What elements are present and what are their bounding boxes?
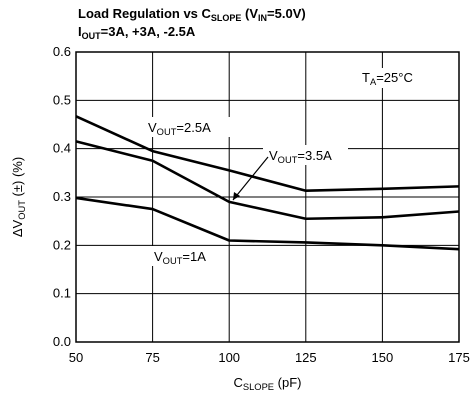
y-tick-label: 0.5 — [53, 92, 71, 107]
plot-frame — [75, 51, 460, 343]
series-line-2 — [75, 115, 460, 193]
y-tick-label: 0.1 — [53, 286, 71, 301]
y-tick-label: 0.0 — [53, 334, 71, 349]
series-label-1: VOUT=3.5A — [269, 148, 332, 165]
x-tick-label: 150 — [372, 350, 394, 365]
leader-line — [232, 156, 269, 201]
series-line-3 — [75, 196, 460, 251]
y-tick-label: 0.6 — [53, 44, 71, 59]
series-line-1 — [75, 140, 460, 221]
y-tick-label: 0.4 — [53, 141, 71, 156]
x-axis-label: CSLOPE (pF) — [233, 375, 301, 392]
series-label-2: VOUT=2.5A — [148, 120, 211, 137]
x-tick-label: 75 — [145, 350, 159, 365]
temperature-note-bg — [356, 68, 438, 88]
series-label-bg — [142, 117, 234, 137]
x-tick-label: 50 — [69, 350, 83, 365]
y-tick-label: 0.2 — [53, 237, 71, 252]
temperature-note: TA=25°C — [362, 70, 413, 87]
series-label-3: VOUT=1A — [154, 249, 206, 266]
y-tick-label: 0.3 — [53, 189, 71, 204]
leader-arrowhead — [233, 192, 240, 200]
x-tick-label: 175 — [448, 350, 470, 365]
chart-title-line2: IOUT=3A, +3A, -2.5A — [78, 24, 196, 41]
series-label-bg — [148, 246, 220, 266]
chart-title-line1: Load Regulation vs CSLOPE (VIN=5.0V) — [78, 6, 306, 23]
series-label-bg — [263, 145, 348, 165]
x-tick-label: 125 — [295, 350, 317, 365]
y-axis-label: ΔVOUT (±) (%) — [10, 157, 27, 237]
x-tick-label: 100 — [218, 350, 240, 365]
